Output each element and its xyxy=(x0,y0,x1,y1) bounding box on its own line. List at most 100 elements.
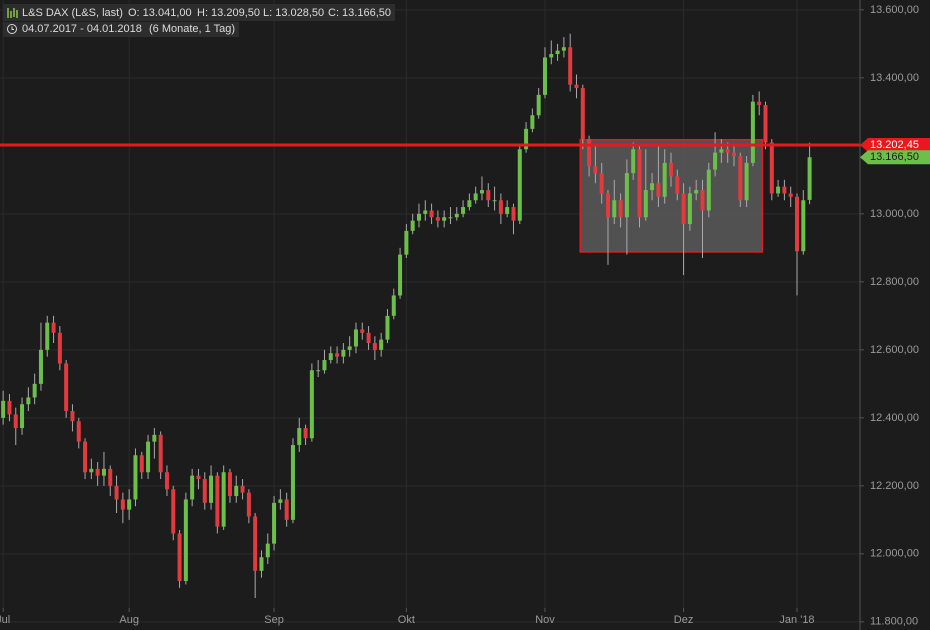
candle-body xyxy=(580,88,585,140)
candle-body xyxy=(524,128,529,150)
candle-body xyxy=(788,193,793,197)
last-price-tag xyxy=(860,150,930,165)
candle-body xyxy=(574,84,579,89)
candle-body xyxy=(133,455,138,500)
hline-tag xyxy=(860,138,930,153)
candle-body xyxy=(202,479,207,503)
candle-body xyxy=(196,475,201,480)
candle-body xyxy=(259,557,264,571)
candle-body xyxy=(398,254,403,296)
candle-body xyxy=(675,176,680,194)
candle-body xyxy=(454,213,459,218)
high-label: H: 13.209,50 xyxy=(197,7,260,19)
candle-body xyxy=(479,190,484,194)
candle-body xyxy=(599,173,604,194)
candle-body xyxy=(410,220,415,231)
candle-body xyxy=(240,485,245,493)
candle-body xyxy=(448,217,453,219)
candle-body xyxy=(57,332,62,364)
candle-body xyxy=(114,485,119,500)
candle-body xyxy=(108,468,113,486)
x-tick-label: Dez xyxy=(674,614,694,626)
candle-body xyxy=(757,101,762,106)
candle-body xyxy=(681,193,686,225)
candle-body xyxy=(555,50,560,55)
candle-body xyxy=(385,315,390,340)
candle-body xyxy=(719,149,724,153)
low-label: L: 13.028,50 xyxy=(263,7,324,19)
candle-body xyxy=(13,414,18,429)
range-bg xyxy=(3,22,239,37)
candle-body xyxy=(435,217,440,221)
y-tick-label: 12.000,00 xyxy=(870,548,919,560)
x-tick-label: Okt xyxy=(398,614,415,626)
candle-body xyxy=(20,404,25,429)
candle-body xyxy=(763,105,768,143)
header-bg xyxy=(3,4,395,21)
candle-body xyxy=(662,162,667,197)
candle-body xyxy=(372,343,377,350)
candle-body xyxy=(253,516,258,571)
candle-body xyxy=(794,196,799,252)
candle-body xyxy=(731,152,736,157)
candle-body xyxy=(650,183,655,191)
clock-hand xyxy=(11,26,14,30)
x-tick-label: Jan '18 xyxy=(779,614,814,626)
candle-body xyxy=(190,475,195,500)
candle-body xyxy=(322,360,327,371)
candle-body xyxy=(1,400,6,418)
candle-body xyxy=(593,166,598,174)
y-tick-label: 12.400,00 xyxy=(870,412,919,424)
candle-body xyxy=(423,210,428,214)
candle-body xyxy=(404,230,409,255)
candle-body xyxy=(700,190,705,211)
x-tick-label: Aug xyxy=(119,614,139,626)
candle-body xyxy=(7,400,12,415)
candle-body xyxy=(561,47,566,51)
candle-body xyxy=(290,445,295,520)
candle-body xyxy=(801,200,806,252)
y-tick-label: 13.600,00 xyxy=(870,4,919,16)
candle-body xyxy=(605,193,610,218)
candle-body xyxy=(171,489,176,534)
candle-body xyxy=(517,149,522,221)
candle-body xyxy=(769,142,774,194)
candle-body xyxy=(807,157,812,200)
plot: Jul Aug Sep Okt Nov Dez Jan '18 xyxy=(0,33,860,626)
candle-body xyxy=(391,295,396,316)
candle-body xyxy=(246,492,251,517)
candle-body xyxy=(272,502,277,544)
candle-body xyxy=(70,411,75,422)
candle-body xyxy=(782,186,787,194)
open-label: O: 13.041,00 xyxy=(128,7,192,19)
candle-body xyxy=(177,533,182,582)
candle-body xyxy=(146,441,151,473)
candle-body xyxy=(95,468,100,476)
candle-body xyxy=(612,200,617,218)
date-range: 04.07.2017 - 04.01.2018 xyxy=(22,23,142,35)
candle-body xyxy=(776,186,781,194)
candle-body xyxy=(164,472,169,490)
candle-body xyxy=(738,156,743,201)
y-tick-label: 12.800,00 xyxy=(870,276,919,288)
candle-body xyxy=(631,149,636,174)
candle-body xyxy=(335,353,340,357)
candle-body xyxy=(442,217,447,221)
candle-body xyxy=(687,193,692,225)
candle-body xyxy=(505,207,510,214)
candle-body xyxy=(429,210,434,218)
candle-body xyxy=(89,468,94,473)
candle-body xyxy=(725,149,730,153)
candle-body xyxy=(45,322,50,350)
candle-body xyxy=(215,475,220,527)
candle-body xyxy=(536,94,541,116)
candle-body xyxy=(316,370,321,372)
candle-body xyxy=(706,169,711,211)
candle-body xyxy=(297,428,302,446)
x-tick-label: Nov xyxy=(535,614,555,626)
candle-body xyxy=(26,397,31,405)
x-tick-label: Sep xyxy=(264,614,284,626)
y-tick-label: 13.400,00 xyxy=(870,72,919,84)
candle-body xyxy=(750,101,755,163)
